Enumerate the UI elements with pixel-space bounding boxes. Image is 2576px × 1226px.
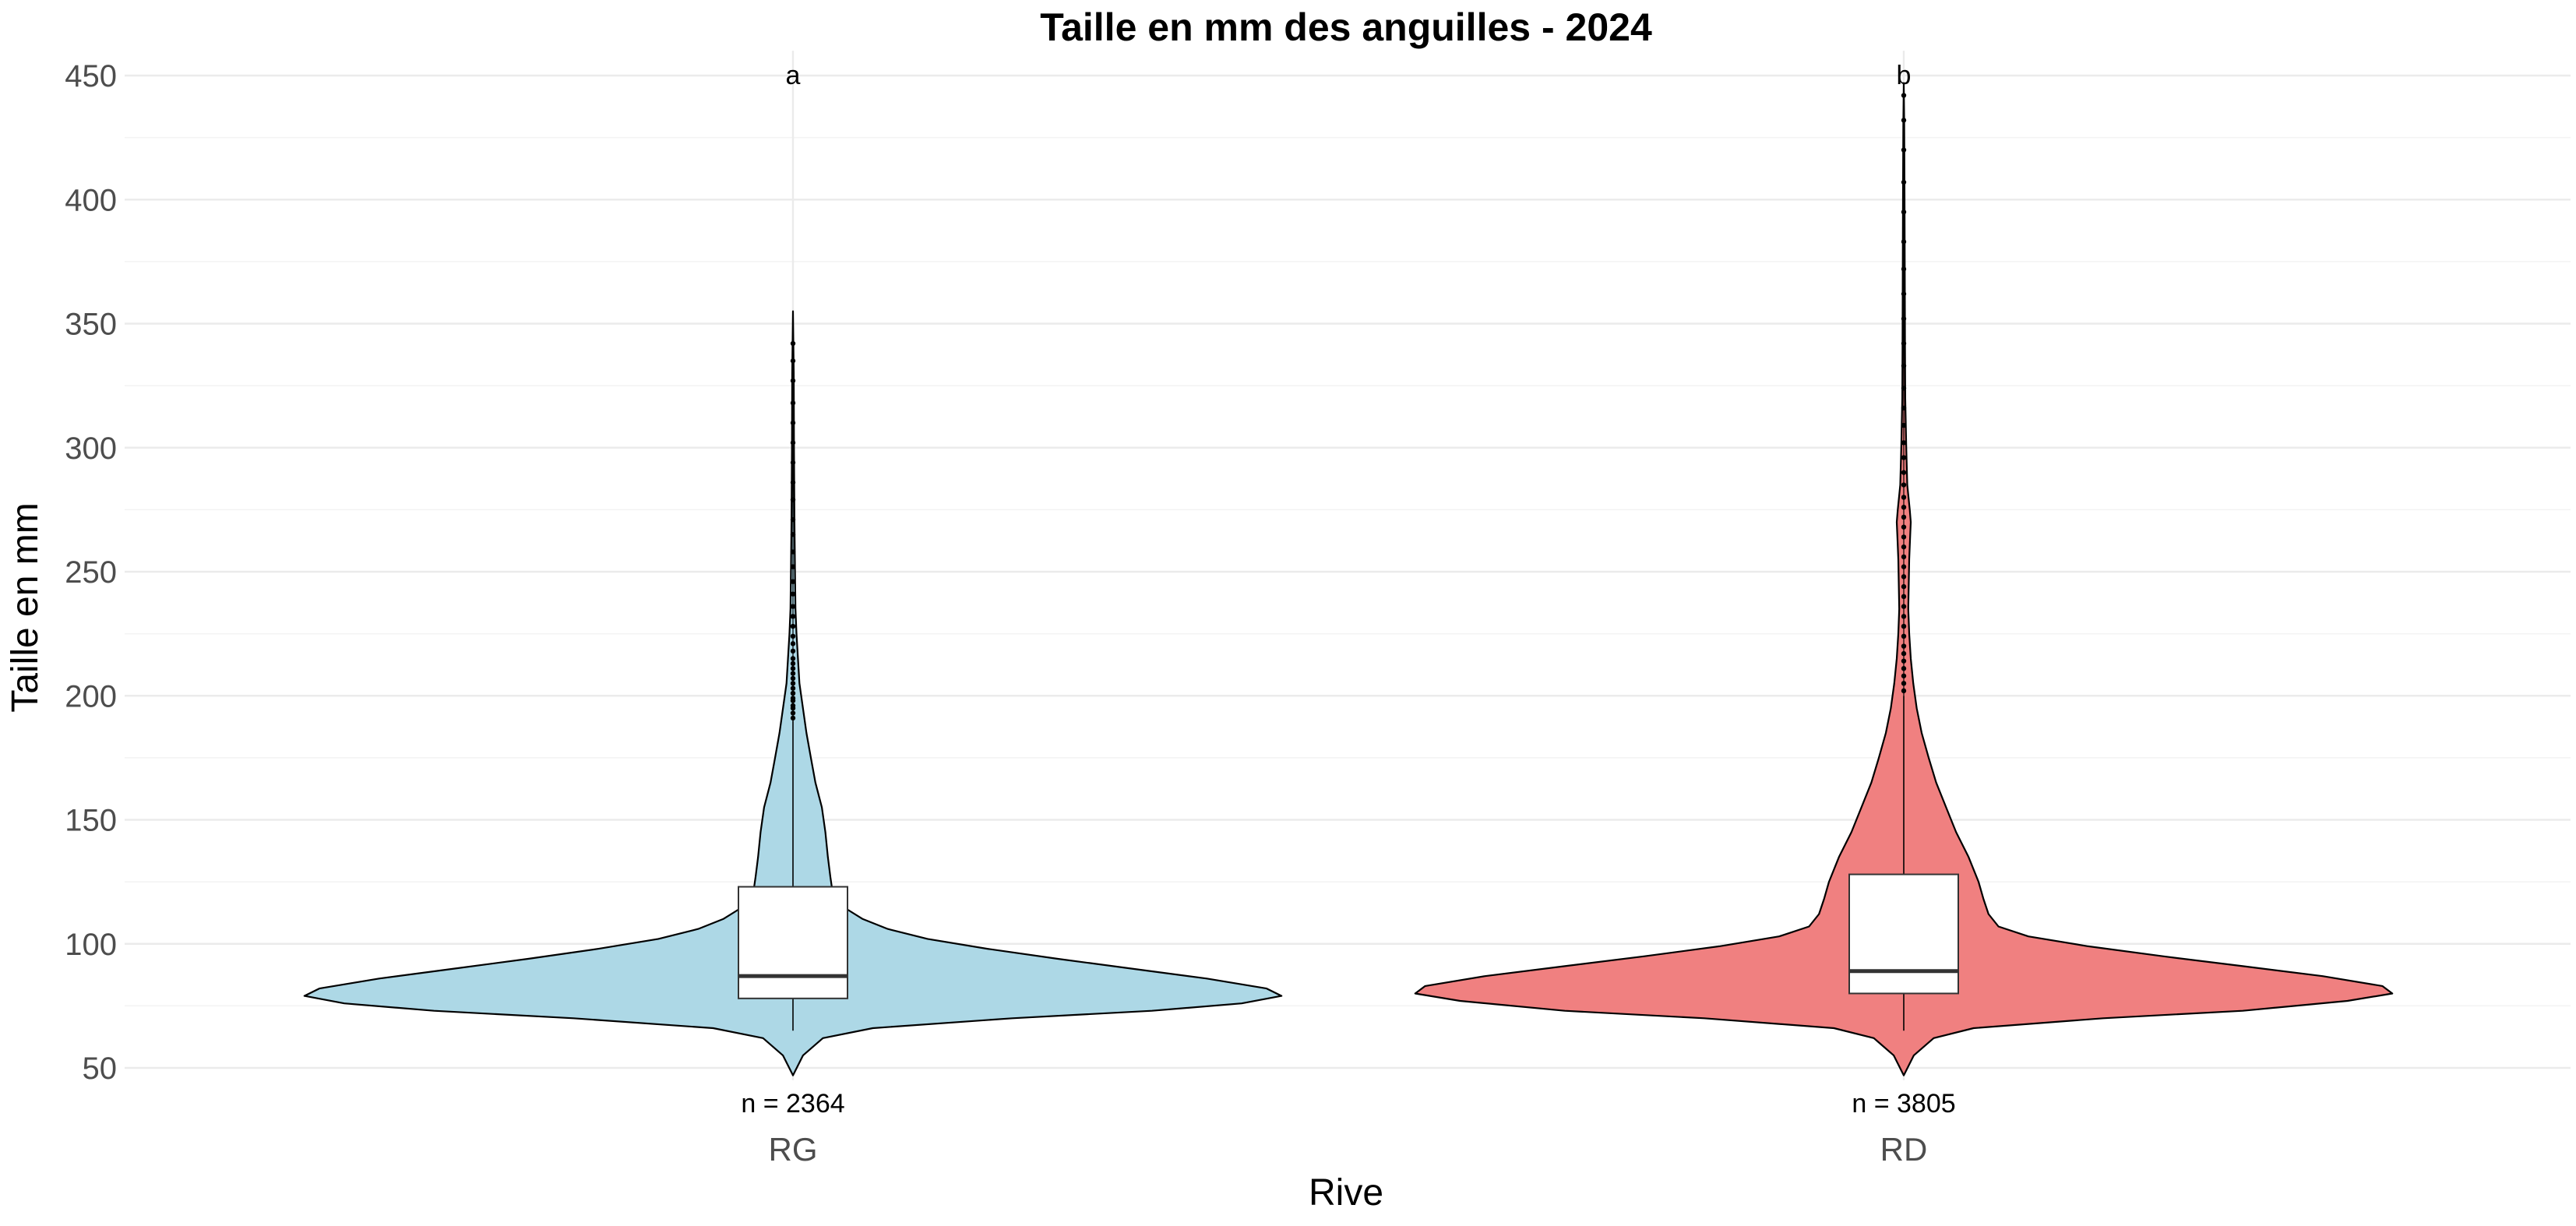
y-tick-label: 200: [65, 679, 117, 713]
significance-letter: a: [786, 61, 801, 90]
y-tick-label: 50: [83, 1052, 118, 1086]
y-tick-label: 350: [65, 308, 117, 342]
y-tick-label: 300: [65, 432, 117, 466]
y-tick-label: 400: [65, 183, 117, 217]
x-tick-label: RD: [1880, 1131, 1928, 1168]
y-axis-title: Taille en mm: [5, 502, 46, 712]
violin-group-rd: b n = 3805: [1414, 61, 2394, 1119]
y-tick-label: 450: [65, 59, 117, 93]
significance-letter: b: [1897, 61, 1912, 90]
x-tick-label: RG: [769, 1131, 818, 1168]
y-tick-label: 100: [65, 928, 117, 962]
count-label: n = 3805: [1852, 1089, 1955, 1119]
violin-group-rg: a n = 2364: [303, 61, 1283, 1119]
grid: [125, 51, 2571, 1080]
box: [1848, 873, 1959, 995]
y-axis-ticks: 50 100 150 200 250 300 350 400 450: [65, 59, 117, 1086]
y-tick-label: 150: [65, 804, 117, 838]
violins: a n = 2364 b n = 3805: [303, 61, 2394, 1119]
box: [738, 886, 848, 999]
count-label: n = 2364: [741, 1089, 844, 1119]
x-axis-title: Rive: [1309, 1172, 1383, 1214]
x-axis-ticks: RG RD: [769, 1131, 1928, 1168]
y-tick-label: 250: [65, 555, 117, 590]
chart-title: Taille en mm des anguilles - 2024: [1040, 5, 1652, 49]
